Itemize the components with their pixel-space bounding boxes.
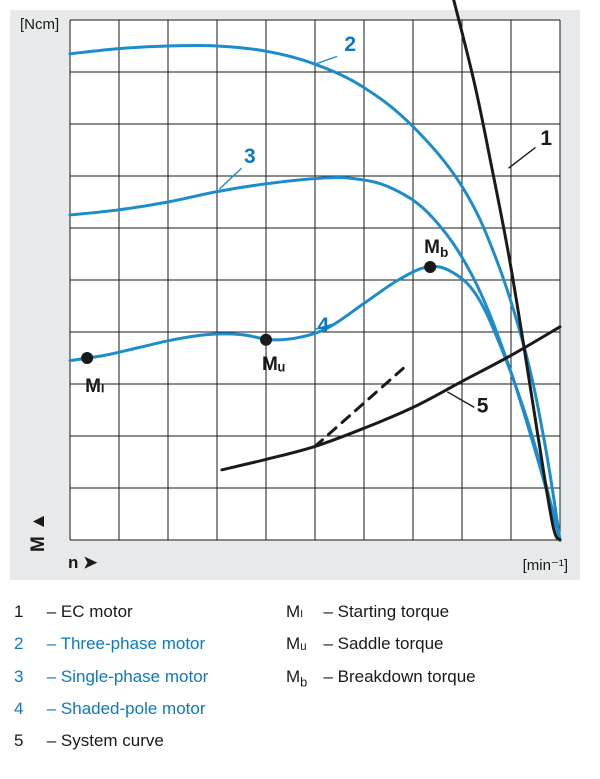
svg-text:Mᵤ: Mᵤ bbox=[262, 354, 285, 375]
svg-text:2: 2 bbox=[344, 33, 356, 56]
legend-col-right: Mₗ – Starting torqueMᵤ – Saddle torqueMb… bbox=[286, 596, 476, 694]
legend: 1 – EC motor2 – Three-phase motor3 – Sin… bbox=[14, 596, 208, 757]
legend-col-left: 1 – EC motor2 – Three-phase motor3 – Sin… bbox=[14, 596, 208, 757]
page: [Ncm] [min⁻¹] M ▲ n ➤ 12345MₗMᵤMb 1 – EC… bbox=[0, 0, 600, 779]
legend-item: 4 – Shaded-pole motor bbox=[14, 693, 208, 725]
marker-Ml bbox=[81, 352, 93, 364]
marker-Mu bbox=[260, 334, 272, 346]
svg-text:5: 5 bbox=[477, 395, 489, 418]
legend-item: Mb – Breakdown torque bbox=[286, 661, 476, 695]
legend-item: 2 – Three-phase motor bbox=[14, 628, 208, 660]
legend-item: Mₗ – Starting torque bbox=[286, 596, 476, 628]
marker-Mb bbox=[424, 261, 436, 273]
svg-text:3: 3 bbox=[244, 145, 256, 168]
legend-item: Mᵤ – Saddle torque bbox=[286, 628, 476, 660]
svg-text:Mₗ: Mₗ bbox=[85, 376, 104, 397]
motor-curves-chart: 12345MₗMᵤMb bbox=[0, 0, 600, 590]
svg-text:4: 4 bbox=[317, 314, 329, 337]
legend-item: 3 – Single-phase motor bbox=[14, 661, 208, 693]
legend-item: 5 – System curve bbox=[14, 725, 208, 757]
svg-text:1: 1 bbox=[540, 127, 552, 150]
legend-item: 1 – EC motor bbox=[14, 596, 208, 628]
